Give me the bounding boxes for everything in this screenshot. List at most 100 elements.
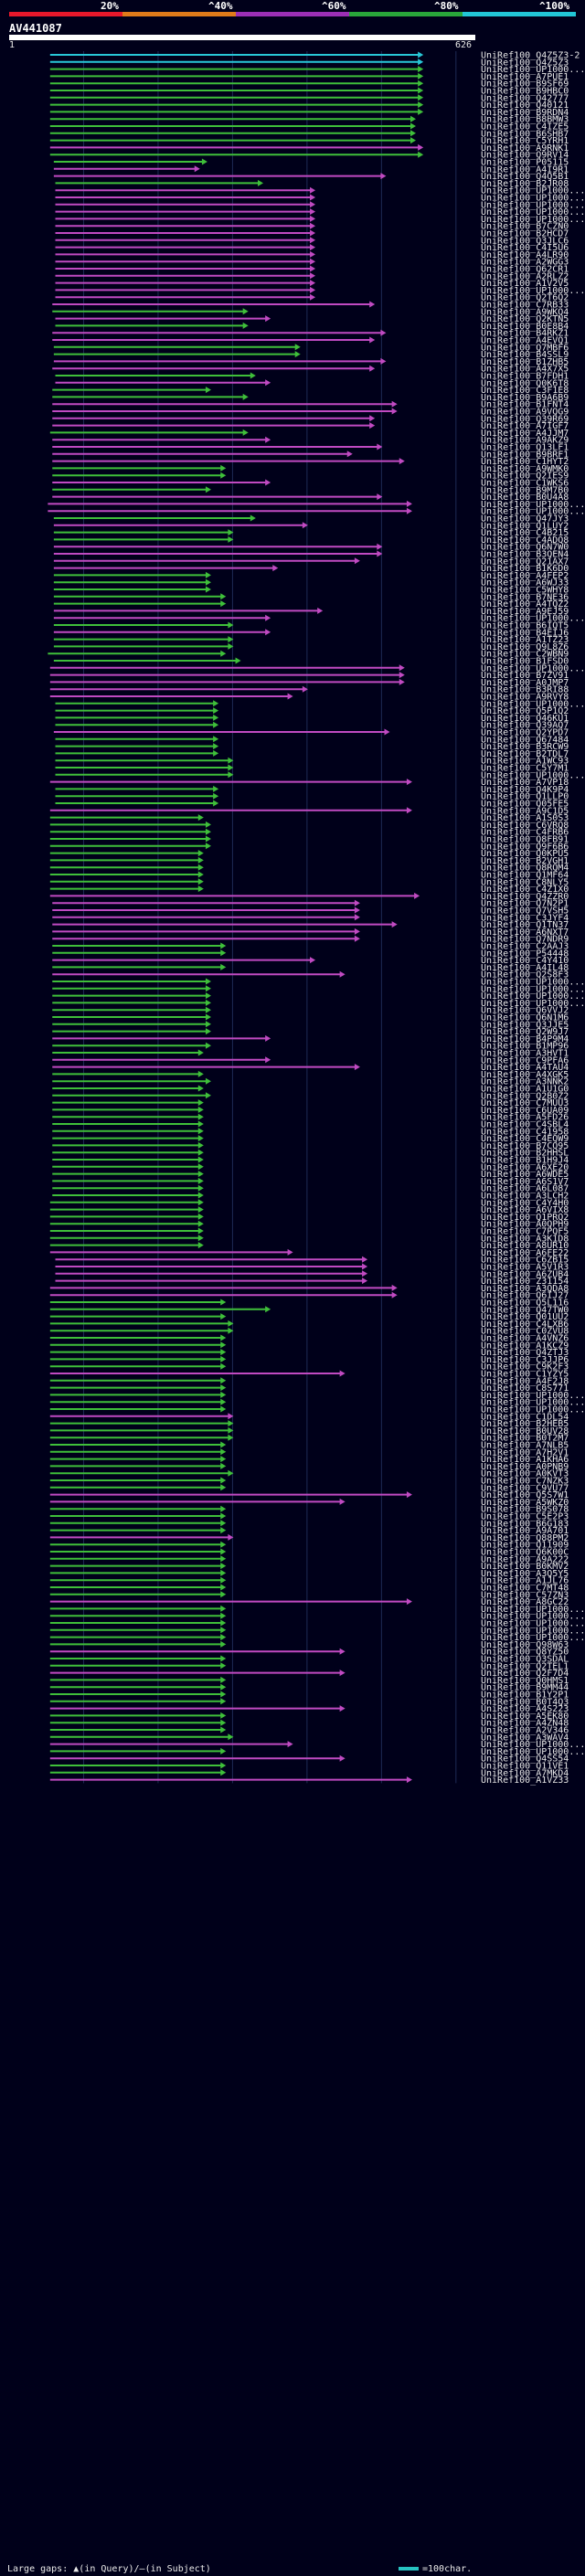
hit-label[interactable]: UniRef100_Q1PRQ2 [481, 1213, 569, 1223]
hit-label[interactable]: UniRef100_Q42777 [481, 93, 569, 103]
hit-label[interactable]: UniRef100_C9PFA6 [481, 1055, 569, 1065]
hit-label[interactable]: UniRef100_B2JR08 [481, 179, 569, 189]
hit-label[interactable]: UniRef100_Q21AX7 [481, 557, 569, 567]
hit-label[interactable]: UniRef100_UP1000... [481, 1612, 585, 1622]
hit-label[interactable]: UniRef100_C4SBL4 [481, 1120, 569, 1130]
hit-label[interactable]: UniRef100_B0E8B4 [481, 322, 569, 332]
hit-label[interactable]: UniRef100_UP1000... [481, 770, 585, 780]
hit-label[interactable]: UniRef100_Q9RV14 [481, 151, 569, 161]
hit-label[interactable]: UniRef100_B1ZHB5 [481, 357, 569, 367]
hit-label[interactable]: UniRef100_Q6N1M6 [481, 1013, 569, 1023]
hit-label[interactable]: UniRef100_A5FD26 [481, 1113, 569, 1123]
hit-label[interactable]: UniRef100_Q7N2P1 [481, 899, 569, 909]
hit-label[interactable]: UniRef100_Q0KPU5 [481, 849, 569, 859]
hit-label[interactable]: UniRef100_A9AKZ9 [481, 436, 569, 446]
hit-label[interactable]: UniRef100_B2HHSL [481, 1149, 569, 1159]
hit-label[interactable]: UniRef100_Q40121 [481, 101, 569, 111]
hit-label[interactable]: UniRef100_Q62CR1 [481, 265, 569, 275]
hit-label[interactable]: UniRef100_A7MKD4 [481, 1768, 569, 1778]
hit-label[interactable]: UniRef100_A4X7X5 [481, 365, 569, 375]
hit-label[interactable]: UniRef100_C5Y7M1 [481, 764, 569, 774]
hit-label[interactable]: UniRef100_Q5L116 [481, 1299, 569, 1309]
hit-label[interactable]: UniRef100_C6VRQ8 [481, 821, 569, 831]
hit-label[interactable]: UniRef100_C4Z1X0 [481, 885, 569, 895]
hit-label[interactable]: UniRef100_UP1000... [481, 507, 585, 517]
hit-label[interactable]: UniRef100_A9VQG9 [481, 408, 569, 418]
hit-label[interactable]: UniRef100_A1U1G0 [481, 1085, 569, 1095]
hit-label[interactable]: UniRef100_A4S223 [481, 1704, 569, 1714]
hit-label[interactable]: UniRef100_C3JJP6 [481, 1355, 569, 1365]
hit-label[interactable]: UniRef100_Q98W63 [481, 1640, 569, 1650]
hit-label[interactable]: UniRef100_Q2W9J7 [481, 1027, 569, 1037]
hit-label[interactable]: UniRef100_A3HVT1 [481, 1049, 569, 1059]
hit-label[interactable]: UniRef100_B9SF69 [481, 80, 569, 90]
hit-label[interactable]: UniRef100_Q11VE1 [481, 1762, 569, 1772]
hit-label[interactable]: UniRef100_B9BRF1 [481, 450, 569, 460]
hit-label[interactable]: UniRef100_Q2KTN5 [481, 314, 569, 324]
hit-label[interactable]: UniRef100_A9WMK0 [481, 464, 569, 474]
hit-label[interactable]: UniRef100_C4I5U6 [481, 243, 569, 253]
hit-label[interactable]: UniRef100_A3K1D8 [481, 1234, 569, 1244]
hit-label[interactable]: UniRef100_B9HBC0 [481, 87, 569, 97]
hit-label[interactable]: UniRef100_A5WKZ0 [481, 1498, 569, 1508]
hit-label[interactable]: UniRef100_Q4ZTJ3 [481, 1348, 569, 1358]
hit-label[interactable]: UniRef100_Q47JY3 [481, 514, 569, 525]
hit-label[interactable]: UniRef100_UP1000... [481, 500, 585, 510]
hit-label[interactable]: UniRef100_B1MP96 [481, 1042, 569, 1052]
hit-label[interactable]: UniRef100_Q4Q5B1 [481, 172, 569, 182]
hit-label[interactable]: UniRef100_UP1000... [481, 1398, 585, 1408]
hit-label[interactable]: UniRef100_Q88PM2 [481, 1533, 569, 1543]
hit-label[interactable]: UniRef100_Q2B0Z2 [481, 1091, 569, 1101]
hit-label[interactable]: UniRef100_B2HCD7 [481, 229, 569, 239]
hit-label[interactable]: UniRef100_UP1000... [481, 1619, 585, 1629]
hit-label[interactable]: UniRef100_Q9L8Z6 [481, 642, 569, 652]
hit-label[interactable]: UniRef100_Q5S7W1 [481, 1490, 569, 1500]
hit-label[interactable]: UniRef100_Q3SDAL [481, 1655, 569, 1665]
hit-label[interactable]: UniRef100_A8GC22 [481, 1597, 569, 1607]
hit-label[interactable]: UniRef100_B1FSD0 [481, 657, 569, 667]
hit-label[interactable]: UniRef100_C8NLY5 [481, 877, 569, 887]
hit-label[interactable]: UniRef100_Q5P1Q2 [481, 706, 569, 716]
hit-label[interactable]: UniRef100_Q2YPD7 [481, 728, 569, 738]
hit-label[interactable]: UniRef100_C9K2F3 [481, 1362, 569, 1373]
hit-label[interactable]: UniRef100_UP1000... [481, 699, 585, 709]
hit-label[interactable]: UniRef100_UP1000... [481, 1633, 585, 1643]
hit-label[interactable]: UniRef100_A1VZ33 [481, 1776, 569, 1786]
hit-label[interactable]: UniRef100_UP1000... [481, 200, 585, 210]
hit-label[interactable]: UniRef100_A6S1V7 [481, 1177, 569, 1187]
hit-label[interactable]: UniRef100_Q4K9P4 [481, 785, 569, 795]
hit-label[interactable]: UniRef100_Q67484 [481, 735, 569, 745]
hit-label[interactable]: UniRef100_Q9F6B6 [481, 842, 569, 852]
hit-label[interactable]: UniRef100_A1JL76 [481, 1576, 569, 1586]
hit-label[interactable]: UniRef100_C4ADQ8 [481, 535, 569, 546]
hit-label[interactable]: UniRef100_A8UR10 [481, 1241, 569, 1251]
hit-label[interactable]: UniRef100_B2TDL7 [481, 749, 569, 759]
hit-label[interactable]: UniRef100_Q39AQ7 [481, 721, 569, 731]
hit-label[interactable]: UniRef100_B9M7B0 [481, 485, 569, 495]
hit-label[interactable]: UniRef100_C1DL54 [481, 1412, 569, 1422]
hit-label[interactable]: UniRef100_B2VGH1 [481, 856, 569, 866]
hit-label[interactable]: UniRef100_C4FRB6 [481, 828, 569, 838]
hit-label[interactable]: UniRef100_Q7NDR9 [481, 935, 569, 945]
hit-label[interactable]: UniRef100_B1H9J4 [481, 1156, 569, 1166]
hit-label[interactable]: UniRef100_A1WC93 [481, 757, 569, 767]
hit-label[interactable]: UniRef100_Q3JLC6 [481, 236, 569, 246]
hit-label[interactable]: UniRef100_A7VP18 [481, 778, 569, 788]
hit-label[interactable]: UniRef100_B3QEN4 [481, 550, 569, 560]
hit-label[interactable]: UniRef100_A9A701 [481, 1526, 569, 1536]
hit-label[interactable]: UniRef100_Q1TN37 [481, 920, 569, 930]
hit-label[interactable]: UniRef100_A4FEP2 [481, 571, 569, 581]
hit-label[interactable]: UniRef100_C4IZE5 [481, 122, 569, 133]
hit-label[interactable]: UniRef100_A3QDA8 [481, 1284, 569, 1294]
hit-label[interactable]: UniRef100_Q6VVJ2 [481, 1006, 569, 1016]
hit-label[interactable]: UniRef100_C6ZB15 [481, 1256, 569, 1266]
hit-label[interactable]: UniRef100_B0UV28 [481, 1426, 569, 1436]
hit-label[interactable]: UniRef100_A1V2V5 [481, 279, 569, 289]
hit-label[interactable]: UniRef100_Q4Z5Z3-2 [481, 51, 580, 61]
hit-label[interactable]: UniRef100_C5YRH1 [481, 136, 569, 146]
hit-label[interactable]: UniRef100_A4ZN48 [481, 1719, 569, 1729]
hit-label[interactable]: UniRef100_A7H2V1 [481, 1447, 569, 1458]
hit-label[interactable]: UniRef100_Q4SS54 [481, 1754, 569, 1765]
hit-label[interactable]: UniRef100_A4I9R1 [481, 164, 569, 175]
hit-label[interactable]: UniRef100_A9RNK1 [481, 143, 569, 154]
